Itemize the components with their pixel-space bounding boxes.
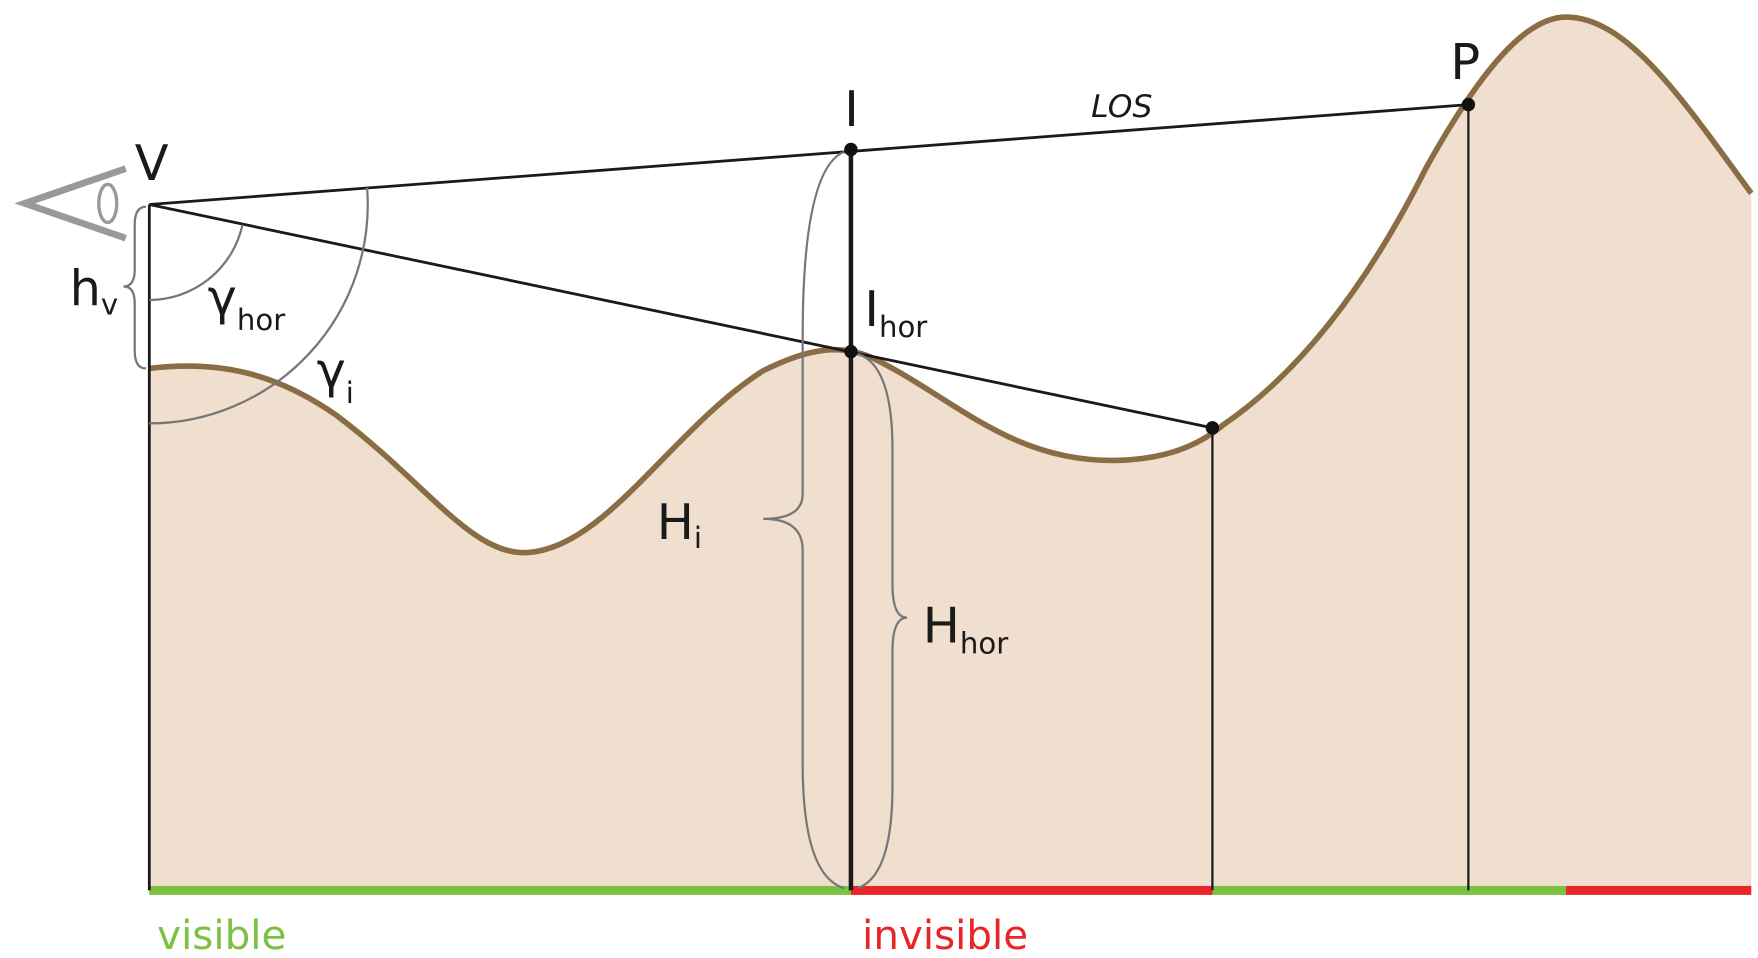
label-main: H	[923, 596, 960, 654]
visible-segment	[1212, 885, 1567, 895]
point-ihor	[844, 344, 858, 359]
label-sub: i	[694, 521, 702, 555]
los-line	[149, 103, 1469, 206]
invisible-segment	[1566, 885, 1752, 895]
label-sub: hor	[879, 310, 927, 344]
label-main: I	[864, 280, 879, 338]
hhor-label: Hhor	[923, 596, 1008, 660]
ihor-label: Ihor	[864, 280, 927, 344]
visible-segment	[149, 885, 851, 895]
points	[844, 97, 1476, 435]
gamma-i-arc	[149, 187, 369, 425]
visible-label: visible	[157, 911, 286, 958]
hhor-brace	[857, 352, 908, 890]
terrain-outline	[148, 14, 1754, 556]
label-main: γ	[208, 269, 237, 327]
label-main: H	[657, 493, 694, 551]
hi-label: Hi	[657, 493, 702, 555]
label-sub: v	[101, 288, 118, 322]
label-sub: i	[346, 376, 354, 410]
eye-icon	[14, 165, 127, 242]
invisible-label: invisible	[862, 911, 1028, 958]
invisible-segment	[850, 885, 1213, 895]
hv-label: hv	[70, 260, 119, 322]
label-main: γ	[317, 342, 346, 400]
horizon-line	[149, 203, 1213, 430]
point-i	[844, 142, 858, 157]
los-label: LOS	[1091, 89, 1152, 125]
intersection-label: I	[844, 80, 859, 138]
label-sub: hor	[960, 627, 1008, 661]
viewer-label: V	[135, 134, 169, 192]
gamma-hor-label: γhor	[208, 269, 286, 338]
hv-brace	[123, 205, 147, 370]
construction-lines	[147, 103, 1470, 891]
label-main: h	[70, 260, 101, 318]
terrain	[149, 17, 1752, 891]
target-label: P	[1450, 33, 1480, 91]
hi-brace	[763, 150, 845, 890]
label-sub: hor	[237, 303, 285, 337]
point	[1205, 421, 1220, 435]
gamma-i-label: γi	[317, 342, 354, 411]
gamma-hor-arc	[149, 224, 244, 302]
point-p	[1461, 97, 1476, 112]
